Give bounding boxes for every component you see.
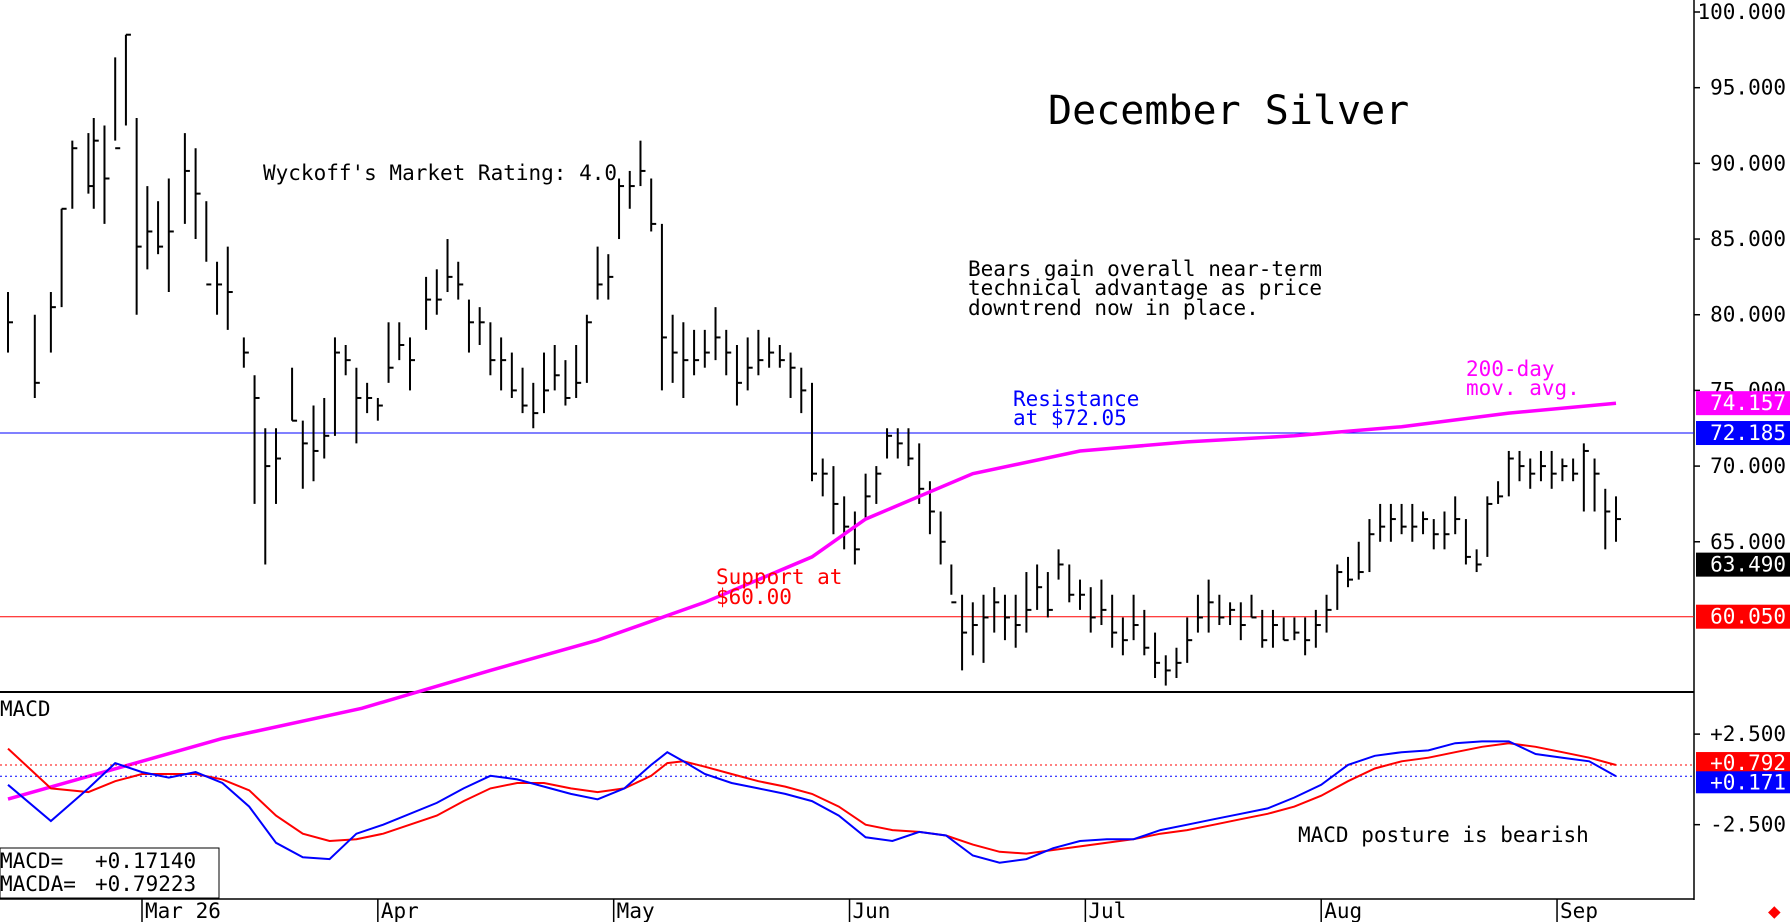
macd-tick-label: -2.500 [1710, 813, 1786, 837]
macda-readout-label: MACDA= [0, 872, 76, 896]
macda-tag-label: +0.792 [1710, 751, 1786, 775]
resistance-label-2: at $72.05 [1013, 406, 1127, 430]
macd-axis-ticks: +2.500 -2.500 [1694, 722, 1786, 837]
macd-tag: +0.171 [1696, 770, 1790, 794]
x-tick-label: Aug [1324, 899, 1362, 922]
ma-label-2: mov. avg. [1466, 376, 1580, 400]
outlook-line-1: Bears gain overall near-term [968, 257, 1322, 281]
x-tick-label: Jun [853, 899, 891, 922]
market-rating: Wyckoff's Market Rating: 4.0 [263, 161, 617, 185]
support-tag: 60.050 [1696, 604, 1790, 629]
x-tick-label: May [617, 899, 655, 922]
ma-tag-box [1696, 391, 1790, 416]
support-tag-box [1696, 604, 1790, 629]
macd-readout-label: MACD= [0, 849, 63, 873]
price-tick-label: 80.000 [1710, 303, 1786, 327]
macd-tag-box [1696, 771, 1790, 794]
macd-panel-label: MACD [0, 697, 51, 721]
support-label-1: Support at [716, 565, 842, 589]
support-tag-label: 60.050 [1710, 605, 1786, 629]
last-price-tag-box [1696, 552, 1790, 577]
last-price-tag: 63.490 [1696, 552, 1790, 577]
macda-readout-value: +0.79223 [95, 872, 196, 896]
price-tick-label: 70.000 [1710, 454, 1786, 478]
resistance-tag-box [1696, 421, 1790, 446]
price-tick-label: 100.000 [1697, 0, 1786, 24]
last-price-tag-label: 63.490 [1710, 553, 1786, 577]
macd-note: MACD posture is bearish [1298, 823, 1589, 847]
x-tick-label: Apr [381, 899, 419, 922]
x-axis-ticks: Mar 26 Apr May Jun Jul Aug Sep [141, 899, 1598, 922]
resistance-tag: 72.185 [1696, 421, 1790, 446]
outlook-line-2: technical advantage as price [968, 276, 1322, 300]
outlook-line-3: downtrend now in place. [968, 296, 1259, 320]
price-tick-label: 85.000 [1710, 227, 1786, 251]
macd-readout-box [0, 847, 220, 899]
ma200-line [7, 401, 1617, 801]
macd-tick-label: +2.500 [1710, 722, 1786, 746]
ma-tag: 74.157 [1696, 391, 1790, 416]
macda-tag-box [1696, 752, 1790, 775]
macd-tag-label: +0.171 [1710, 770, 1786, 794]
resistance-label-1: Resistance [1013, 387, 1139, 411]
macd-readout-value: +0.17140 [95, 849, 196, 873]
ma-tag-label: 74.157 [1710, 391, 1786, 415]
chart-title: December Silver [1048, 88, 1409, 134]
macda-tag: +0.792 [1696, 751, 1790, 775]
macda-line [7, 742, 1617, 855]
scroll-left-arrow-icon[interactable]: ◆ [1768, 899, 1781, 922]
macd-line [7, 740, 1617, 864]
x-tick-label: Mar 26 [145, 899, 221, 922]
x-tick-label: Sep [1560, 899, 1598, 922]
x-tick-label: Jul [1088, 899, 1126, 922]
price-tick-label: 95.000 [1710, 76, 1786, 100]
support-label-2: $60.00 [716, 585, 792, 609]
price-tick-label: 90.000 [1710, 151, 1786, 175]
ma-label-1: 200-day [1466, 357, 1555, 381]
resistance-tag-label: 72.185 [1710, 421, 1786, 445]
price-bars [7, 33, 1621, 686]
price-tick-label: 65.000 [1710, 530, 1786, 554]
